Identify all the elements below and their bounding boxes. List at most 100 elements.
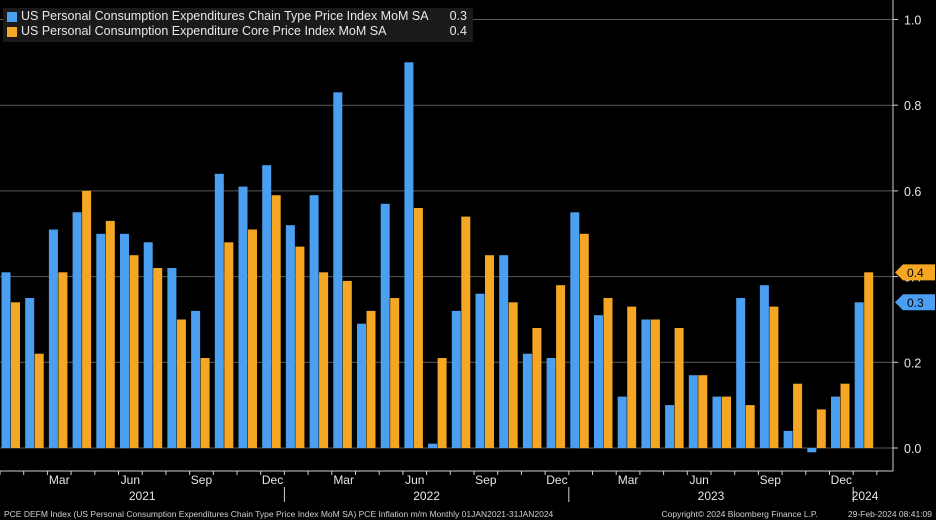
x-month-label: Sep	[760, 473, 782, 487]
last-value-tag-pce	[895, 294, 935, 311]
bar-pce[interactable]	[428, 443, 438, 448]
bar-core-pce[interactable]	[366, 310, 376, 448]
bar-core-pce[interactable]	[105, 220, 115, 448]
bar-pce[interactable]	[688, 375, 698, 448]
x-year-label: 2021	[129, 489, 156, 503]
bar-pce[interactable]	[475, 293, 485, 448]
x-month-label: Jun	[121, 473, 140, 487]
bar-pce[interactable]	[451, 310, 461, 448]
bar-pce[interactable]	[309, 195, 319, 448]
y-tick-label: 0.6	[904, 185, 921, 199]
bar-pce[interactable]	[807, 448, 817, 453]
bar-core-pce[interactable]	[248, 229, 257, 449]
bar-pce[interactable]	[143, 242, 153, 448]
bar-pce[interactable]	[546, 358, 556, 448]
bar-core-pce[interactable]	[58, 272, 68, 448]
legend-value-pce: 0.3	[449, 9, 467, 23]
bar-pce[interactable]	[72, 212, 82, 448]
bar-core-pce[interactable]	[153, 268, 163, 448]
legend-swatch-pce	[7, 11, 17, 22]
bar-core-pce[interactable]	[579, 233, 589, 449]
bar-core-pce[interactable]	[603, 298, 613, 448]
bar-pce[interactable]	[120, 233, 129, 449]
bar-core-pce[interactable]	[840, 383, 850, 448]
bar-pce[interactable]	[641, 319, 651, 449]
bar-pce[interactable]	[522, 353, 532, 448]
x-month-label: Mar	[333, 473, 354, 487]
bar-pce[interactable]	[96, 233, 106, 449]
bar-pce[interactable]	[48, 229, 58, 449]
x-axis: Mar Jun Sep Dec Mar Jun Sep Dec Mar Jun Sep Dec 2021…	[0, 470, 893, 503]
bar-core-pce[interactable]	[508, 302, 518, 448]
bar-core-pce[interactable]	[82, 190, 92, 448]
legend-item-pce[interactable]: US Personal Consumption Expenditures Cha…	[7, 9, 467, 24]
bar-pce[interactable]	[1, 272, 11, 448]
bar-core-pce[interactable]	[769, 306, 779, 448]
legend-value-core-pce: 0.4	[449, 24, 467, 38]
bar-core-pce[interactable]	[271, 195, 281, 448]
bar-series	[1, 62, 874, 453]
bar-core-pce[interactable]	[556, 285, 566, 448]
y-tick-label: 0.0	[904, 442, 921, 456]
bar-pce[interactable]	[25, 298, 35, 448]
bar-core-pce[interactable]	[461, 216, 471, 448]
bar-core-pce[interactable]	[295, 246, 305, 448]
bar-core-pce[interactable]	[722, 396, 731, 448]
bar-core-pce[interactable]	[816, 409, 826, 448]
bar-pce[interactable]	[357, 323, 366, 448]
x-month-label: Jun	[405, 473, 424, 487]
bar-pce[interactable]	[783, 430, 793, 448]
last-value-tag-label: 0.3	[907, 296, 924, 310]
bar-pce[interactable]	[854, 302, 864, 448]
bar-pce[interactable]	[262, 165, 272, 448]
bar-pce[interactable]	[285, 225, 295, 448]
bar-pce[interactable]	[404, 62, 414, 449]
bar-core-pce[interactable]	[674, 328, 684, 448]
bar-pce[interactable]	[191, 310, 201, 448]
bar-pce[interactable]	[617, 396, 627, 448]
bar-core-pce[interactable]	[390, 298, 400, 448]
bar-core-pce[interactable]	[200, 358, 210, 448]
bar-core-pce[interactable]	[319, 272, 329, 448]
bar-core-pce[interactable]	[224, 242, 234, 448]
y-tick-label: 0.8	[904, 99, 921, 113]
legend: US Personal Consumption Expenditures Cha…	[3, 8, 473, 42]
bar-core-pce[interactable]	[485, 255, 494, 448]
bar-pce[interactable]	[380, 203, 390, 448]
x-month-label: Mar	[618, 473, 639, 487]
x-month-label: Mar	[49, 473, 70, 487]
bar-pce[interactable]	[712, 396, 722, 448]
bar-core-pce[interactable]	[413, 208, 423, 448]
x-month-label: Dec	[546, 473, 567, 487]
bar-core-pce[interactable]	[342, 280, 352, 448]
bar-core-pce[interactable]	[437, 358, 447, 448]
bar-pce[interactable]	[333, 92, 343, 449]
legend-item-core-pce[interactable]: US Personal Consumption Expenditure Core…	[7, 24, 467, 39]
bar-core-pce[interactable]	[129, 255, 139, 448]
bar-pce[interactable]	[238, 186, 248, 448]
bar-core-pce[interactable]	[650, 319, 660, 449]
bar-pce[interactable]	[594, 315, 603, 448]
last-value-tag-label: 0.4	[907, 266, 924, 280]
bar-pce[interactable]	[736, 298, 746, 448]
x-year-label: 2022	[413, 489, 440, 503]
bar-pce[interactable]	[499, 255, 509, 448]
bar-pce[interactable]	[831, 396, 840, 448]
bar-core-pce[interactable]	[793, 383, 803, 448]
bar-pce[interactable]	[214, 173, 224, 449]
bar-pce[interactable]	[759, 285, 769, 448]
footer-timestamp: 29-Feb-2024 08:41:09	[847, 508, 932, 519]
bar-core-pce[interactable]	[627, 306, 637, 448]
bar-core-pce[interactable]	[745, 405, 755, 448]
bar-pce[interactable]	[570, 212, 580, 448]
bar-core-pce[interactable]	[176, 319, 186, 449]
bar-core-pce[interactable]	[864, 272, 874, 448]
bar-core-pce[interactable]	[532, 328, 542, 448]
legend-label-core-pce: US Personal Consumption Expenditure Core…	[21, 24, 387, 38]
x-year-label: 2023	[698, 489, 725, 503]
bar-core-pce[interactable]	[11, 302, 20, 448]
bar-pce[interactable]	[665, 405, 675, 448]
bar-core-pce[interactable]	[698, 375, 708, 448]
bar-core-pce[interactable]	[34, 353, 44, 448]
bar-pce[interactable]	[167, 268, 177, 448]
